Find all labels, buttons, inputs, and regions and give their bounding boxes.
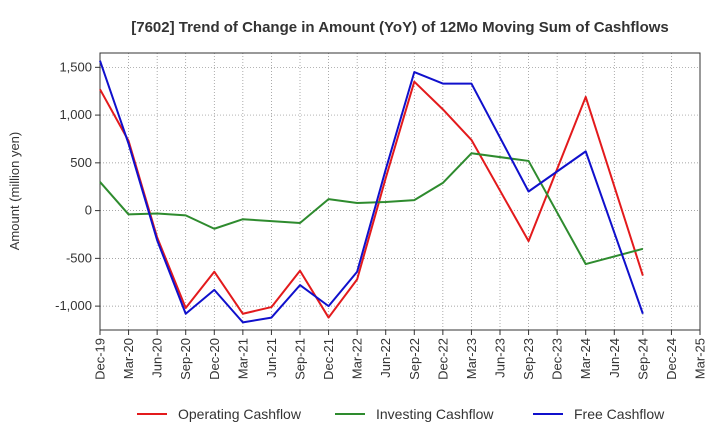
grid <box>99 53 701 330</box>
series-lines <box>99 60 644 324</box>
x-tick-label: Sep-20 <box>178 338 193 380</box>
x-tick-label: Mar-22 <box>350 338 365 379</box>
x-tick-label: Sep-21 <box>293 338 308 380</box>
x-tick-label: Mar-21 <box>235 338 250 379</box>
legend-label-free-cashflow: Free Cashflow <box>574 406 665 422</box>
y-axis-ticks: -1,000 -500 0 500 1,000 1,500 <box>55 59 100 313</box>
x-tick-label: Dec-21 <box>321 338 336 380</box>
x-tick-label: Dec-23 <box>550 338 565 380</box>
y-tick-label: 0 <box>85 203 92 218</box>
x-tick-label: Dec-22 <box>435 338 450 380</box>
x-tick-label: Sep-22 <box>407 338 422 380</box>
series-line-operating-cashflow <box>99 80 644 319</box>
x-tick-label: Mar-25 <box>693 338 708 379</box>
plot-frame <box>99 52 701 331</box>
y-tick-label: 1,500 <box>59 59 92 74</box>
x-tick-label: Jun-22 <box>378 338 393 378</box>
x-tick-label: Mar-24 <box>578 338 593 379</box>
chart-title: [7602] Trend of Change in Amount (YoY) o… <box>131 19 669 36</box>
y-tick-label: 500 <box>70 155 92 170</box>
legend-label-investing-cashflow: Investing Cashflow <box>376 406 494 422</box>
legend: Operating Cashflow Investing Cashflow Free… <box>137 406 665 422</box>
x-tick-label: Dec-24 <box>664 338 679 380</box>
series-line-investing-cashflow <box>99 152 644 266</box>
x-tick-label: Jun-24 <box>607 338 622 378</box>
x-tick-label: Mar-20 <box>121 338 136 379</box>
x-tick-label: Sep-24 <box>635 338 650 380</box>
y-tick-label: -500 <box>66 250 92 265</box>
y-axis-label: Amount (million yen) <box>7 132 22 251</box>
series-line-free-cashflow <box>99 60 644 324</box>
legend-label-operating-cashflow: Operating Cashflow <box>178 406 302 422</box>
x-axis-ticks: Dec-19 Mar-20 Jun-20 Sep-20 Dec-20 Mar-21 Jun-… <box>93 330 708 380</box>
y-tick-label: 1,000 <box>59 107 92 122</box>
x-tick-label: Jun-21 <box>264 338 279 378</box>
x-tick-label: Mar-23 <box>464 338 479 379</box>
y-tick-label: -1,000 <box>55 298 92 313</box>
x-tick-label: Dec-20 <box>207 338 222 380</box>
x-tick-label: Jun-23 <box>493 338 508 378</box>
x-tick-label: Jun-20 <box>150 338 165 378</box>
x-tick-label: Sep-23 <box>521 338 536 380</box>
x-tick-label: Dec-19 <box>93 338 108 380</box>
